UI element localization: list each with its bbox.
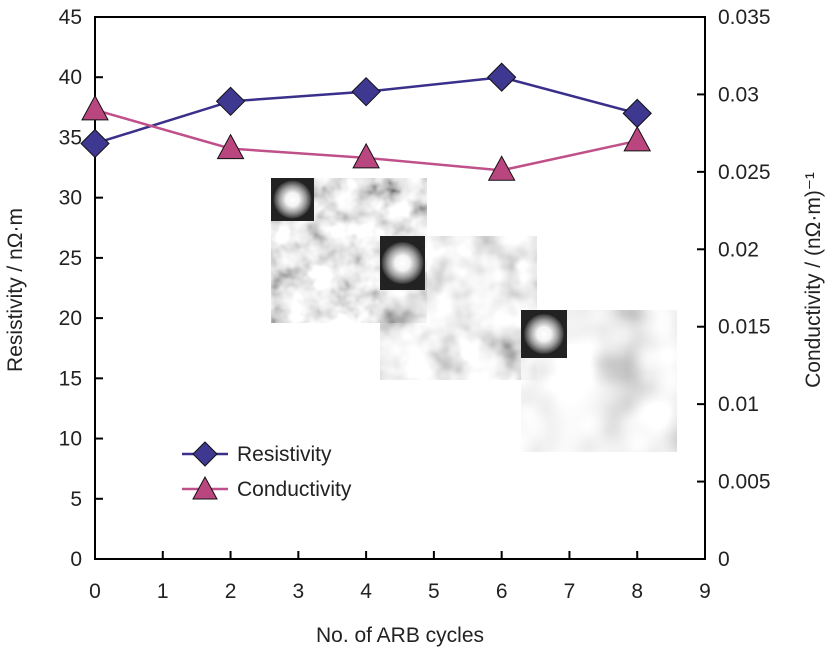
tick-labels: 0 1 2 3 4 5 6 7 8 905101520253035404500.0050.010.…: [59, 6, 771, 603]
y2-tick-label: 0.02: [718, 238, 759, 261]
y2-tick-label: 0.03: [718, 83, 759, 106]
series-layer: [80, 62, 652, 181]
conductivity-point: [216, 133, 245, 160]
y2-tick-label: 0.01: [718, 393, 759, 416]
y-tick-label: 10: [59, 428, 82, 451]
y-tick-label: 20: [59, 307, 82, 330]
legend-marker-conductivity: [192, 475, 218, 500]
micrograph-inset-2: [380, 236, 537, 380]
plot-frame: [94, 16, 706, 560]
conductivity-point: [487, 155, 516, 181]
resistivity-point: [215, 86, 246, 117]
conductivity-point: [352, 142, 380, 169]
y2-tick-label: 0.035: [718, 6, 771, 29]
legend-marker-resistivity: [192, 441, 218, 467]
conductivity-point: [81, 94, 109, 121]
y-tick-label: 40: [59, 66, 82, 89]
y-tick-label: 30: [59, 187, 82, 210]
x-tick-label: 3: [292, 580, 304, 603]
resistivity-point: [622, 98, 652, 129]
legend: Resistivity Conductivity: [182, 441, 352, 501]
y2-tick-label: 0.015: [718, 316, 771, 339]
x-tick-label: 9: [699, 580, 711, 603]
x-tick-label: 4: [360, 580, 372, 603]
y-tick-label: 0: [70, 548, 82, 571]
x-tick-label: 0: [89, 580, 101, 603]
y2-tick-label: 0: [718, 548, 730, 571]
y2-tick-label: 0.025: [718, 161, 771, 184]
legend-label-conductivity: Conductivity: [237, 478, 352, 501]
resistivity-point: [351, 76, 381, 107]
x-tick-label: 5: [428, 580, 440, 603]
x-tick-label: 6: [496, 580, 508, 603]
x-tick-label: 7: [564, 580, 576, 603]
y-axis-title: Resistivity / nΩ·m: [4, 208, 27, 372]
y-tick-label: 5: [70, 488, 82, 511]
y-tick-label: 45: [59, 6, 82, 29]
legend-label-resistivity: Resistivity: [237, 443, 332, 466]
conductivity-point: [623, 125, 652, 152]
micrograph-inset-3: [521, 310, 677, 452]
y-tick-label: 25: [59, 247, 82, 270]
x-tick-label: 1: [157, 580, 169, 603]
resistivity-point: [486, 62, 517, 92]
x-tick-label: 8: [631, 580, 643, 603]
x-axis-title: No. of ARB cycles: [316, 624, 484, 647]
y-tick-label: 35: [59, 126, 82, 149]
y2-axis-title: Conductivity / (nΩ·m)⁻¹: [802, 172, 825, 388]
y2-tick-label: 0.005: [718, 471, 771, 494]
y-tick-label: 15: [59, 367, 82, 390]
x-tick-label: 2: [225, 580, 237, 603]
resistivity-point: [80, 128, 110, 159]
